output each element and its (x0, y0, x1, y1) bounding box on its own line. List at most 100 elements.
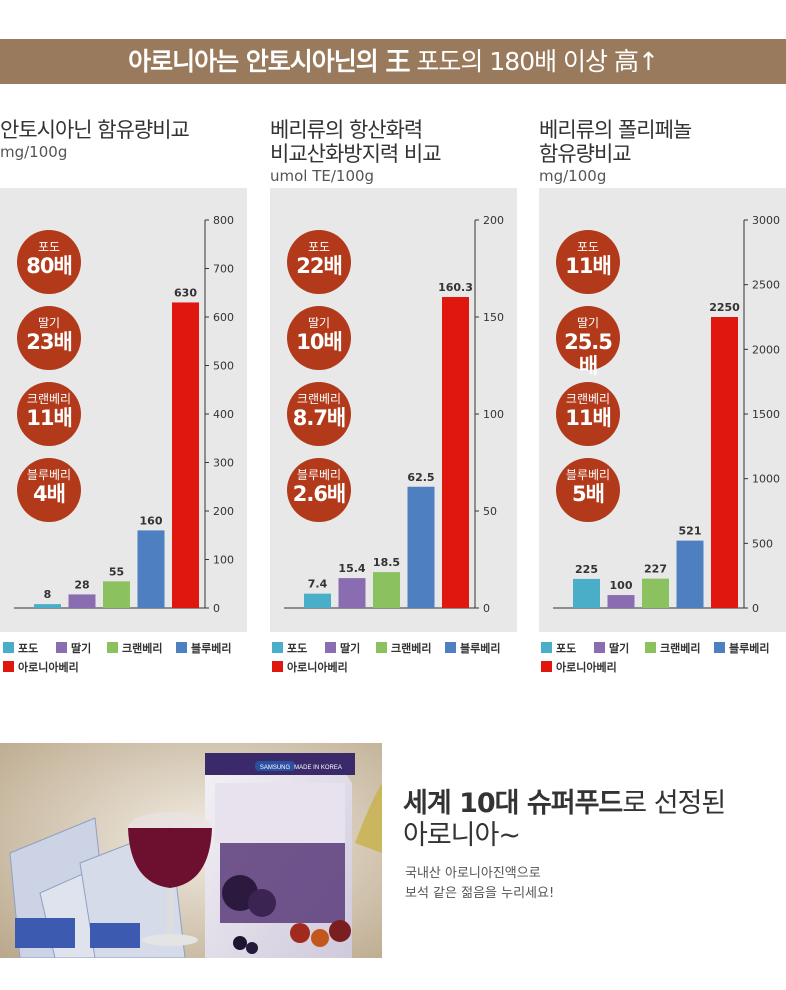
legend-label: 크랜베리 (122, 642, 163, 655)
header-banner: 아로니아는 안토시아닌의 王 포도의 180배 이상 高↑ (0, 39, 786, 84)
y-tick-label: 100 (213, 554, 234, 567)
legend-swatch (3, 661, 14, 672)
bar-value-label: 630 (174, 286, 197, 299)
legend-label: 딸기 (71, 642, 92, 655)
promo-headline: 세계 10대 슈퍼푸드로 선정된 아로니아~ (403, 788, 726, 852)
product-box: SAMSUNG MADE IN KOREA (205, 753, 355, 958)
y-tick-label: 1000 (752, 473, 780, 486)
legend-swatch (272, 661, 283, 672)
y-tick-label: 200 (213, 505, 234, 518)
ratio-badge-fruit: 딸기 (307, 316, 331, 330)
ratio-badge-fruit: 포도 (37, 240, 61, 254)
y-tick-label: 600 (213, 311, 234, 324)
legend-label: 아로니아베리 (287, 661, 348, 674)
legend-label: 포도 (556, 642, 577, 655)
ratio-badge: 포도 11배 (556, 230, 620, 294)
bar-value-label: 28 (74, 578, 89, 591)
y-tick-label: 2000 (752, 343, 780, 356)
ratio-badge: 포도 22배 (287, 230, 351, 294)
bar-5 (711, 317, 738, 608)
ratio-badge: 포도 80배 (17, 230, 81, 294)
legend-label: 블루베리 (191, 642, 232, 655)
bar-4 (137, 530, 165, 608)
ratio-badge: 크랜베리 11배 (17, 382, 81, 446)
legend-item: 블루베리 (445, 640, 500, 656)
legend-swatch (714, 642, 725, 653)
ratio-badge-fruit: 크랜베리 (26, 392, 72, 406)
bar-1 (573, 578, 600, 608)
ratio-badge: 딸기 23배 (17, 306, 81, 370)
ratio-badge-value: 8.7배 (292, 406, 347, 430)
legend-label: 딸기 (340, 642, 361, 655)
ratio-badge-fruit: 포도 (307, 240, 331, 254)
product-photo-illustration: SAMSUNG MADE IN KOREA (0, 743, 382, 958)
made-in-label: MADE IN KOREA (294, 765, 342, 771)
promo-sub-line1: 국내산 아로니아진액으로 (405, 866, 541, 881)
promo-sub-line2: 보석 같은 젊음을 누리세요! (405, 886, 555, 901)
bar-4 (407, 486, 435, 608)
bar-value-label: 7.4 (308, 578, 328, 591)
ratio-badge-value: 4배 (33, 482, 66, 506)
product-photo: SAMSUNG MADE IN KOREA (0, 743, 382, 958)
ratio-badge-fruit: 블루베리 (26, 468, 72, 482)
bar-1 (34, 604, 61, 608)
ratio-badge-fruit: 딸기 (576, 316, 600, 330)
y-tick-label: 100 (483, 408, 504, 421)
legend-swatch (325, 642, 336, 653)
legend-swatch (176, 642, 187, 653)
chart-area: 0 50 100 150 200 7.4 15.4 18.5 62.5 160.3 포도 22배 딸기… (270, 188, 517, 632)
legend-swatch (272, 642, 283, 653)
bar-chart: 0 500 1000 1500 2000 2500 3000 225 100 227 521 2250 (553, 214, 780, 615)
legend-swatch (56, 642, 67, 653)
legend-label: 블루베리 (460, 642, 501, 655)
ratio-badge-value: 5배 (572, 482, 605, 506)
legend-label: 아로니아베리 (556, 661, 617, 674)
legend-item: 크랜베리 (107, 640, 162, 656)
legend-item: 포도 (3, 640, 38, 656)
y-tick-label: 0 (213, 602, 220, 615)
legend-label: 포도 (18, 642, 39, 655)
bar-5 (172, 302, 199, 608)
ratio-badge-fruit: 포도 (576, 240, 600, 254)
y-tick-label: 1500 (752, 408, 780, 421)
banner-rest-text: 포도의 180배 이상 高↑ (409, 47, 659, 76)
bar-value-label: 160.3 (438, 281, 473, 294)
bar-1 (304, 593, 331, 608)
legend-item: 딸기 (594, 640, 629, 656)
ratio-badge-value: 11배 (565, 406, 612, 430)
legend-label: 딸기 (609, 642, 630, 655)
legend-swatch (541, 661, 552, 672)
ratio-badge-fruit: 크랜베리 (565, 392, 611, 406)
ratio-badge-value: 80배 (26, 254, 73, 278)
ratio-badge-fruit: 블루베리 (565, 468, 611, 482)
bar-2 (338, 578, 366, 608)
legend-3: 포도 딸기 크랜베리 블루베리 아로니아베리 (541, 640, 786, 680)
ratio-badge-value: 22배 (296, 254, 343, 278)
y-tick-label: 50 (483, 505, 497, 518)
chart-title: 안토시아닌 함유량비교 (0, 118, 190, 142)
y-tick-label: 300 (213, 457, 234, 470)
bar-value-label: 18.5 (373, 556, 400, 569)
chart-unit: mg/100g (539, 167, 607, 185)
legend-item: 포도 (272, 640, 307, 656)
y-tick-label: 3000 (752, 214, 780, 227)
ratio-badge-value: 10배 (296, 330, 343, 354)
bar-value-label: 8 (44, 588, 52, 601)
legend-item: 딸기 (325, 640, 360, 656)
legend-swatch (645, 642, 656, 653)
juice-glass (128, 812, 212, 946)
legend-item: 아로니아베리 (3, 659, 79, 675)
y-tick-label: 500 (752, 537, 773, 550)
ratio-badge-fruit: 블루베리 (296, 468, 342, 482)
bar-5 (442, 297, 469, 608)
ratio-badge-value: 11배 (565, 254, 612, 278)
legend-item: 아로니아베리 (272, 659, 348, 675)
chart-area: 0 100 200 300 400 500 600 700 800 8 28 55 160 630 포도 8… (0, 188, 247, 632)
legend-label: 크랜베리 (391, 642, 432, 655)
legend-item: 크랜베리 (376, 640, 431, 656)
ratio-badge: 블루베리 4배 (17, 458, 81, 522)
chart-title-line1: 베리류의 폴리페놀 (539, 118, 692, 142)
bar-chart: 0 100 200 300 400 500 600 700 800 8 28 55 160 630 (14, 214, 234, 615)
y-tick-label: 400 (213, 408, 234, 421)
